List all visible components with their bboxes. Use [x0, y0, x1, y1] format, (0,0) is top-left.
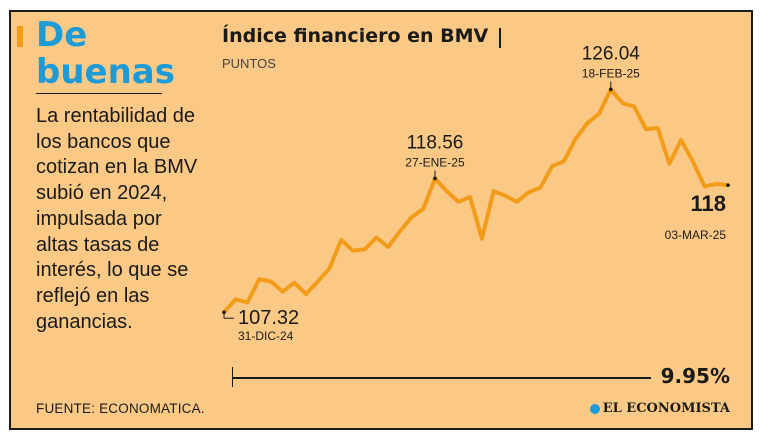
infographic-card [9, 10, 753, 430]
summary-text: La rentabilidad de los bancos que cotiza… [36, 105, 198, 333]
chart-subtitle: PUNTOS [222, 56, 276, 71]
annotation-value-label: 126.04 [582, 43, 641, 64]
brand-logo: EL ECONOMISTA [589, 401, 730, 416]
annotation-value-label: 118.56 [407, 132, 464, 153]
annotation-date-label: 27-ENE-25 [405, 155, 465, 169]
progress-start-tick [232, 367, 233, 387]
annotation-date-label: 31-DIC-24 [238, 329, 294, 343]
annotation-date-label: 03-MAR-25 [665, 228, 727, 242]
annotation-point [726, 183, 730, 187]
series-line [222, 87, 730, 315]
chart-title: Índice financiero en BMV [222, 25, 489, 47]
headline-line-2: buenas [36, 52, 175, 92]
annotation-value-label: 118 [691, 191, 727, 216]
progress-value: 9.95% [660, 364, 730, 388]
headline: De buenas [36, 17, 196, 91]
brand-name: EL ECONOMISTA [602, 401, 730, 416]
source-note: FUENTE: ECONOMATICA. [36, 401, 205, 416]
accent-bar [17, 26, 23, 47]
headline-line-1: De [36, 15, 88, 55]
annotation-value-label: 107.32 [238, 307, 299, 329]
newspaper-logo-icon [589, 403, 600, 414]
title-separator [499, 28, 501, 48]
annotation-date-label: 18-FEB-25 [582, 66, 640, 80]
headline-underline [36, 93, 162, 94]
progress-bar-fill [233, 377, 651, 379]
